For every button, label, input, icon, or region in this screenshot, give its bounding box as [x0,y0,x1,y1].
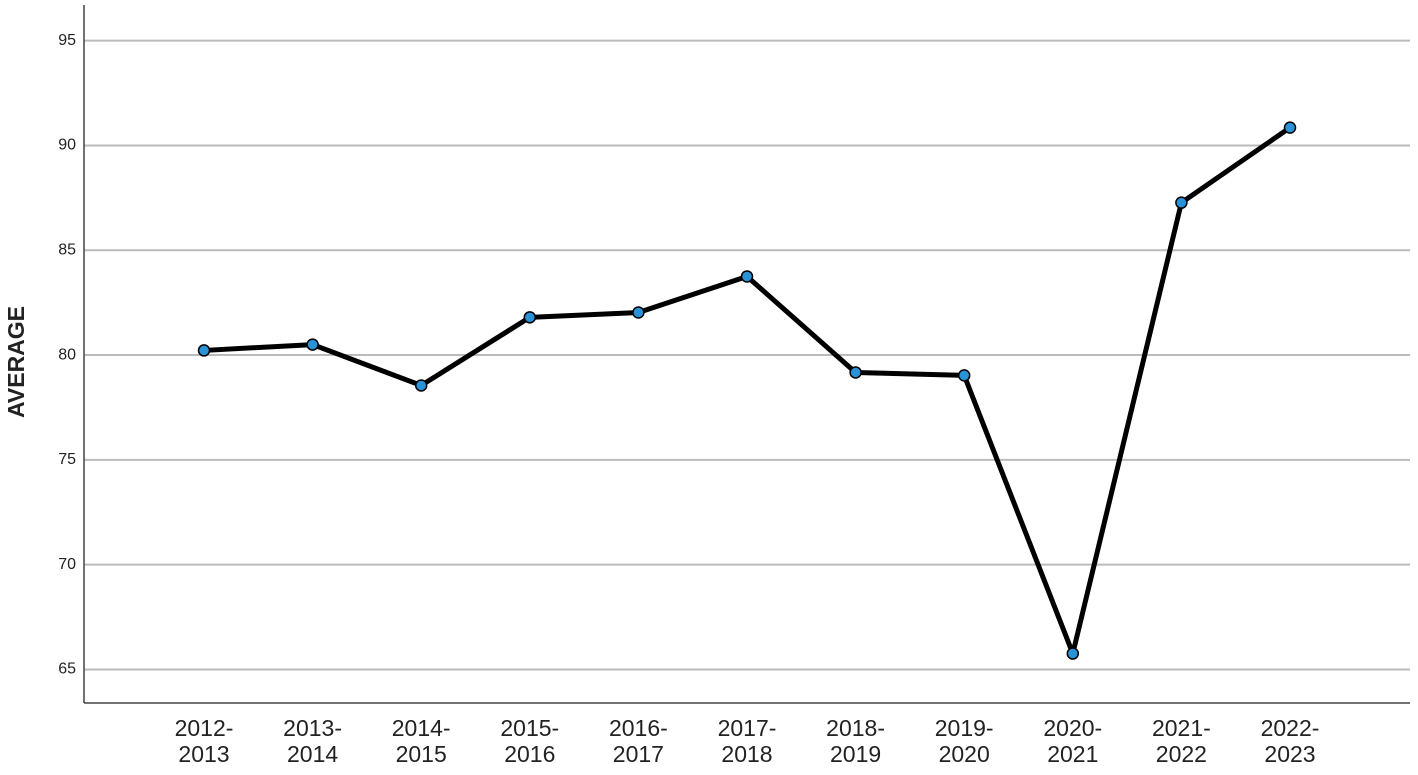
y-tick-label: 80 [58,346,76,363]
x-tick-label: 2019-2020 [934,715,994,767]
marker [1066,647,1080,660]
marker [632,306,645,319]
x-tick-label: 2017-2018 [717,715,777,767]
x-tick-label: 2015-2016 [500,715,560,767]
marker [523,311,537,324]
marker [197,344,211,357]
y-tick-label: 95 [58,32,76,49]
x-tick-label: 2013-2014 [283,715,342,767]
y-tick-label: 75 [58,451,76,468]
y-tick-label: 85 [58,241,76,258]
line [203,125,1292,657]
marker [957,369,971,382]
y-axis-title: AVERAGE [3,306,29,418]
x-tick-label: 2022-2023 [1260,715,1320,767]
x-tick-label: 2016-2017 [608,715,668,767]
x-tick-label: 2021-2022 [1151,715,1211,767]
y-tick-label: 70 [58,556,76,573]
x-tick-label: 2020-2021 [1043,715,1103,767]
marker [306,338,319,351]
marker [740,270,754,283]
x-tick-label: 2018-2019 [826,715,885,767]
marker [849,366,862,379]
marker [1175,196,1188,209]
y-tick-label: 65 [58,661,76,678]
x-tick-label: 2014-2015 [391,715,451,767]
marker [414,379,428,392]
y-tick-label: 90 [58,137,76,154]
x-tick-label: 2012-2013 [174,715,234,767]
marker [1283,121,1297,134]
